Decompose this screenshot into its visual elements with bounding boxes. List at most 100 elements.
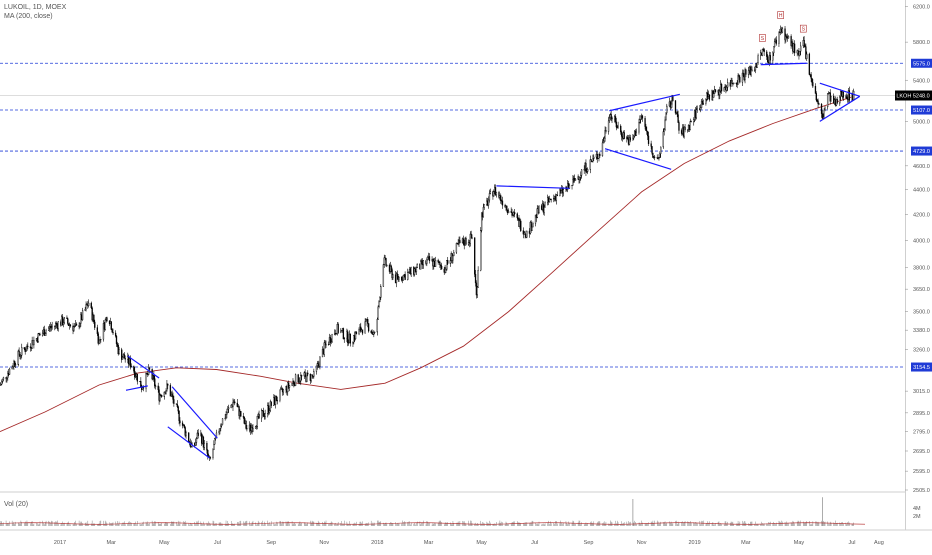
- candle-body: [645, 127, 646, 131]
- candle-body: [265, 413, 266, 416]
- candle-body: [532, 227, 533, 230]
- candle-body: [58, 322, 59, 329]
- x-tick-label: 2017: [54, 540, 66, 546]
- candle-body: [316, 366, 317, 371]
- candle-body: [773, 47, 774, 53]
- candle-body: [800, 46, 801, 51]
- candle-body: [158, 386, 159, 390]
- last-price-label: LKOH 5248.0: [896, 94, 929, 100]
- candle-body: [438, 260, 439, 262]
- candle-body: [690, 121, 691, 129]
- candle-body: [374, 332, 375, 333]
- candle-body: [766, 52, 767, 57]
- candle-body: [26, 350, 27, 351]
- candle-body: [825, 107, 826, 110]
- candle-body: [605, 130, 606, 131]
- candle-body: [222, 419, 223, 425]
- candle-body: [219, 428, 220, 431]
- candle-body: [21, 347, 22, 355]
- candle-body: [660, 147, 661, 154]
- candle-body: [221, 424, 222, 425]
- candle-body: [602, 143, 603, 156]
- candle-body: [119, 350, 120, 354]
- candle-body: [713, 94, 714, 98]
- candle-body: [130, 359, 131, 367]
- y-tick-label: 4600.0: [913, 164, 930, 170]
- candle-body: [46, 330, 47, 333]
- candle-body: [477, 287, 478, 295]
- candle-body: [483, 207, 484, 217]
- candle-body: [74, 325, 75, 327]
- candle-body: [179, 411, 180, 421]
- candle-body: [399, 277, 400, 279]
- candle-body: [384, 258, 385, 265]
- y-tick-label: 5800.0: [913, 40, 930, 46]
- candle-body: [178, 407, 179, 411]
- candle-body: [1, 381, 2, 384]
- trendline: [126, 386, 148, 390]
- candle-body: [226, 414, 227, 418]
- candle-body: [659, 154, 660, 158]
- candle-body: [632, 138, 633, 140]
- volume-tick-label: 4M: [913, 506, 921, 512]
- candle-body: [403, 275, 404, 280]
- candle-body: [517, 214, 518, 218]
- candle-body: [298, 375, 299, 382]
- candle-body: [283, 390, 284, 392]
- candle-body: [587, 169, 588, 171]
- candle-body: [180, 421, 181, 423]
- candle-body: [167, 384, 168, 385]
- candle-body: [261, 410, 262, 418]
- candle-body: [757, 63, 758, 67]
- candle-body: [347, 332, 348, 343]
- candle-body: [100, 339, 101, 340]
- y-tick-label: 3260.0: [913, 347, 930, 353]
- candle-body: [52, 326, 53, 327]
- candle-body: [642, 116, 643, 118]
- candle-body: [488, 200, 489, 205]
- candle-body: [812, 78, 813, 82]
- candle-body: [359, 329, 360, 334]
- candle-body: [237, 403, 238, 407]
- candle-body: [67, 319, 68, 324]
- candle-body: [506, 206, 507, 210]
- candle-body: [122, 357, 123, 359]
- candle-body: [143, 388, 144, 389]
- candle-body: [811, 75, 812, 79]
- candle-body: [313, 371, 314, 376]
- candle-body: [131, 366, 132, 367]
- candle-body: [611, 114, 612, 117]
- candle-body: [620, 126, 621, 132]
- candle-body: [184, 425, 185, 428]
- candle-body: [166, 390, 167, 394]
- candle-body: [292, 383, 293, 385]
- candle-body: [745, 70, 746, 75]
- candle-body: [500, 196, 501, 201]
- candle-body: [233, 402, 234, 407]
- candle-body: [758, 56, 759, 63]
- candle-body: [106, 318, 107, 321]
- x-tick-label: Mar: [107, 540, 117, 546]
- candle-body: [526, 231, 527, 237]
- volume-label: Vol (20): [4, 500, 28, 509]
- candle-body: [630, 138, 631, 141]
- x-tick-label: Aug: [874, 540, 884, 546]
- candle-body: [794, 44, 795, 53]
- candle-body: [80, 323, 81, 326]
- candle-body: [279, 390, 280, 400]
- candle-body: [685, 127, 686, 130]
- candle-body: [726, 87, 727, 90]
- candle-body: [9, 369, 10, 374]
- candle-body: [824, 110, 825, 117]
- candle-body: [350, 334, 351, 343]
- candle-body: [161, 395, 162, 396]
- candle-body: [665, 120, 666, 130]
- candle-body: [572, 179, 573, 185]
- candle-body: [774, 42, 775, 47]
- candle-body: [849, 91, 850, 101]
- candle-body: [480, 230, 481, 270]
- x-tick-label: Nov: [637, 540, 647, 546]
- candle-body: [748, 70, 749, 74]
